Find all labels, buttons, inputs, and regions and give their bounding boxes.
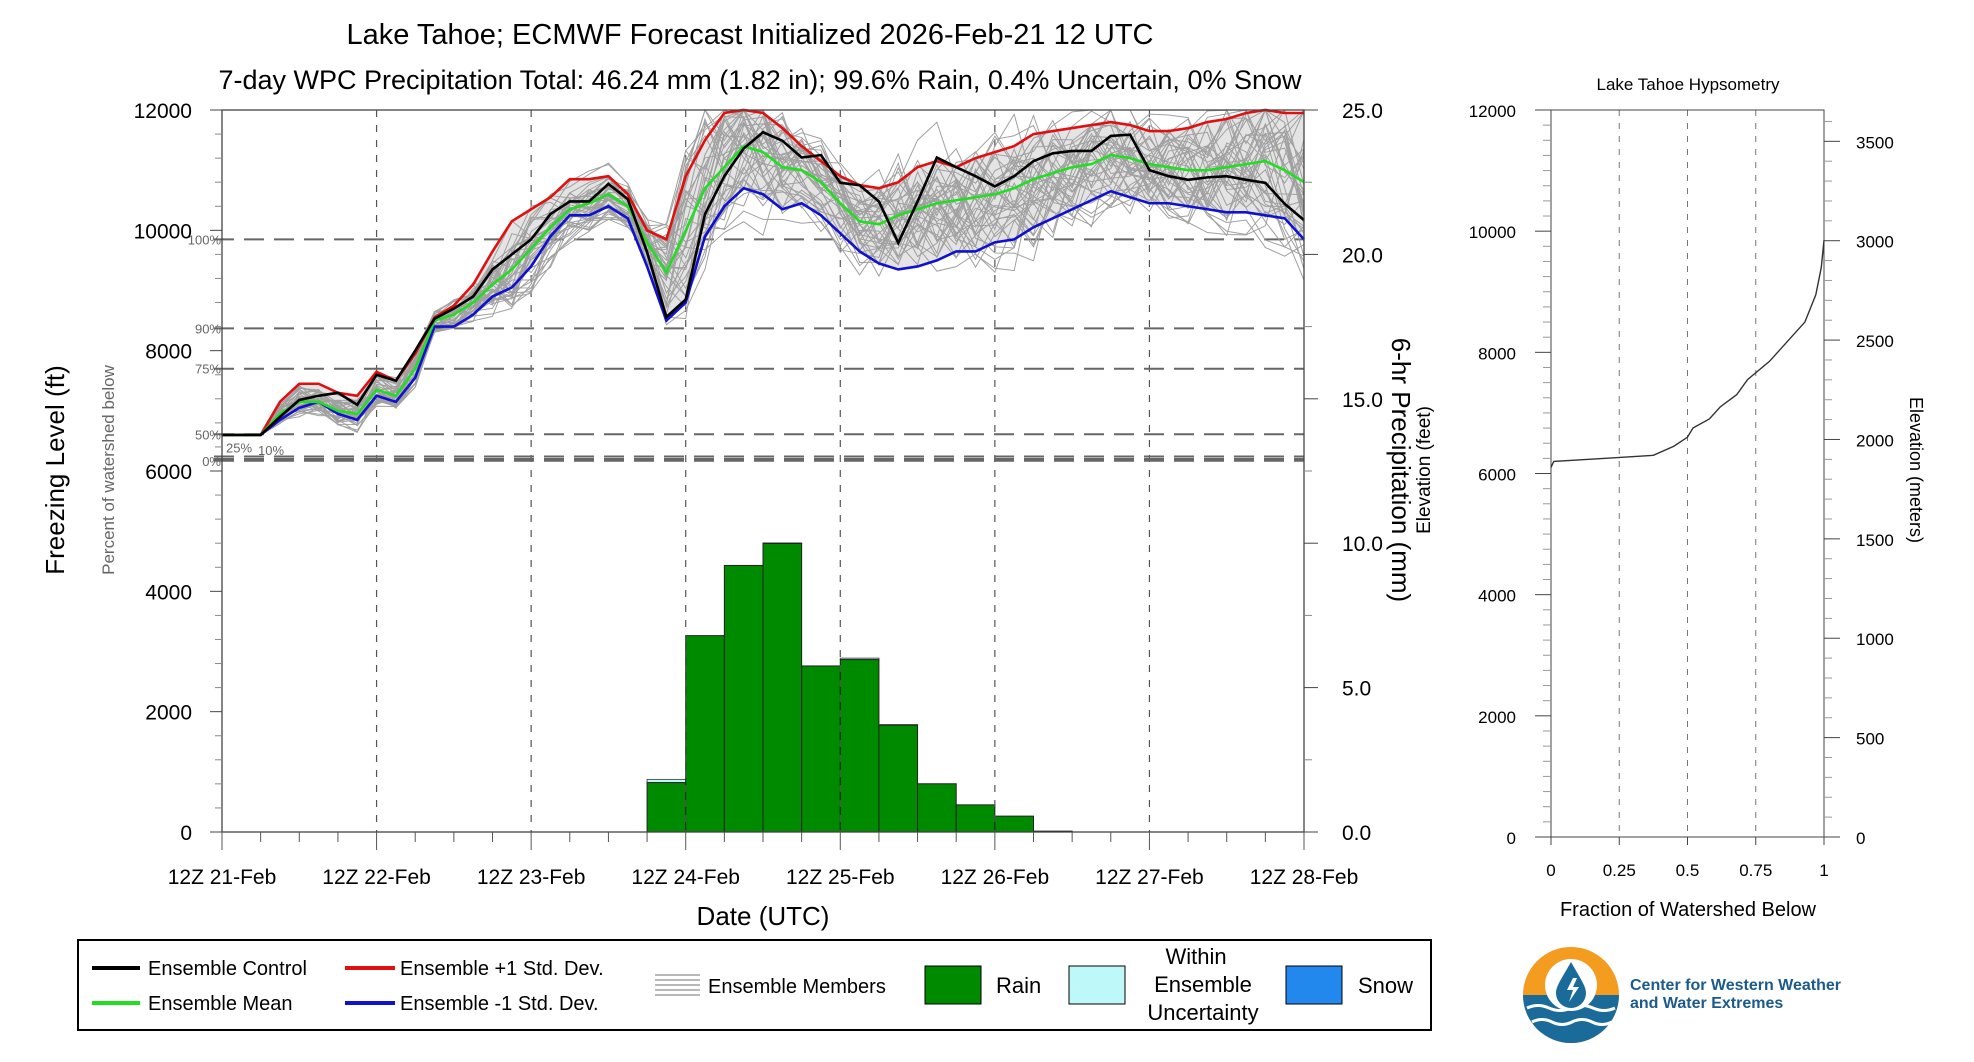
hypsometry-x-tick-label: 1: [1819, 861, 1828, 880]
hypsometry-x-label: Fraction of Watershed Below: [1560, 899, 1817, 921]
rain-bar: [917, 783, 957, 833]
percentile-label: 100%: [188, 232, 222, 247]
legend-members-label: Ensemble Members: [708, 976, 886, 998]
legend-members-swatch: [655, 974, 700, 996]
legend-mean-label: Ensemble Mean: [148, 993, 293, 1015]
y-tick-label-left: 0: [180, 822, 192, 845]
hypsometry-y-tick-label: 10000: [1469, 223, 1516, 242]
chart-subtitle: 7-day WPC Precipitation Total: 46.24 mm …: [218, 65, 1302, 95]
legend-rain-swatch: [924, 965, 982, 1005]
y-tick-label-left: 2000: [145, 702, 192, 725]
hypsometry-y-tick-label: 4000: [1478, 587, 1516, 606]
y-tick-label-right: 10.0: [1342, 533, 1383, 556]
legend-rain-label: Rain: [996, 973, 1041, 998]
y-tick-label-right: 15.0: [1342, 389, 1383, 412]
hypsometry-y-label-right: Elevation (meters): [1906, 397, 1926, 543]
hypsometry-x-tick-label: 0.75: [1739, 861, 1772, 880]
percentile-label: 0%: [202, 454, 221, 469]
ensemble-member-line: [222, 109, 1305, 436]
rain-bar: [994, 815, 1034, 833]
hypsometry-y-tick-label-right: 1500: [1856, 531, 1894, 550]
legend-minus-label: Ensemble -1 Std. Dev.: [400, 993, 599, 1015]
ensemble-spread-band: [222, 110, 1304, 435]
rain-bar: [762, 542, 803, 833]
legend-snow-label: Snow: [1358, 973, 1413, 998]
rain-bar: [839, 659, 880, 833]
hypsometry-y-tick-label: 12000: [1469, 102, 1516, 121]
rain-bar: [646, 782, 687, 833]
series-line-ensemble-control: [222, 130, 1305, 437]
hypsometry-chart: Lake Tahoe Hypsometry Fraction of Waters…: [1469, 75, 1926, 921]
hypsometry-x-tick-label: 0: [1546, 861, 1555, 880]
legend-uncertain-label-3: Uncertainty: [1147, 1000, 1258, 1025]
hypsometry-curve: [1550, 240, 1825, 468]
hypsometry-y-tick-label: 0: [1507, 829, 1516, 848]
hypsometry-y-tick-label-right: 500: [1856, 730, 1884, 749]
y-tick-label-right: 20.0: [1342, 244, 1383, 267]
percentile-label: 50%: [195, 427, 221, 442]
x-tick-label: 12Z 26-Feb: [941, 866, 1050, 889]
hypsometry-y-tick-label-right: 3000: [1856, 233, 1894, 252]
legend: Ensemble Control Ensemble Mean Ensemble …: [77, 939, 1432, 1031]
y-tick-label-left: 10000: [134, 220, 192, 243]
legend-uncertain-label-2: Ensemble: [1154, 972, 1252, 997]
logo-text-line1: Center for Western Weather: [1630, 977, 1841, 994]
x-tick-label: 12Z 27-Feb: [1095, 866, 1204, 889]
y-axis-label-elevation: Elevation (feet): [1414, 406, 1435, 534]
y-axis-label-right: 6-hr Precipitation (mm): [1386, 338, 1416, 602]
y-tick-label-right: 0.0: [1342, 822, 1371, 845]
rain-bar: [878, 724, 919, 833]
freezing-level-chart: 100% 90% 75% 50% 25% 10% 0% 0 2000 4000 6000 8000 10…: [134, 100, 1383, 889]
chart-title: Lake Tahoe; ECMWF Forecast Initialized 2…: [347, 19, 1154, 51]
hypsometry-y-tick-label: 2000: [1478, 708, 1516, 727]
y-tick-label-left: 4000: [145, 581, 192, 604]
rain-bar: [685, 635, 725, 833]
x-tick-label: 12Z 22-Feb: [322, 866, 431, 889]
cw3e-logo: Center for Western Weather and Water Ext…: [1523, 947, 1841, 1043]
y-axis-label-left: Freezing Level (ft): [40, 365, 70, 575]
legend-uncertain-label-1: Within: [1165, 944, 1226, 969]
x-tick-label: 12Z 25-Feb: [786, 866, 895, 889]
y-tick-label-left: 12000: [134, 100, 192, 123]
y-tick-label-right: 5.0: [1342, 678, 1371, 701]
rain-bar: [801, 665, 841, 833]
percentile-label: 25%: [226, 441, 252, 456]
x-tick-label: 12Z 28-Feb: [1250, 866, 1359, 889]
y-tick-label-left: 6000: [145, 461, 192, 484]
hypsometry-x-tick-label: 0.25: [1603, 861, 1636, 880]
rain-bar: [723, 564, 764, 833]
rain-bar: [955, 804, 996, 833]
ensemble-member-line: [222, 128, 1305, 436]
hypsometry-y-tick-label-right: 3500: [1856, 133, 1894, 152]
hypsometry-y-tick-label: 6000: [1478, 466, 1516, 485]
y-axis-label-percent: Percent of watershed below: [99, 364, 118, 575]
hypsometry-y-tick-label-right: 2500: [1856, 332, 1894, 351]
hypsometry-y-tick-label-right: 0: [1856, 829, 1865, 848]
percentile-label: 90%: [195, 321, 221, 336]
hypsometry-y-tick-label-right: 2000: [1856, 431, 1894, 450]
x-axis-label: Date (UTC): [697, 901, 830, 931]
legend-uncertain-swatch: [1068, 965, 1126, 1005]
legend-snow-swatch: [1285, 965, 1343, 1005]
x-tick-label: 12Z 23-Feb: [477, 866, 586, 889]
legend-control-label: Ensemble Control: [148, 958, 307, 980]
percentile-label: 75%: [195, 362, 221, 377]
y-tick-label-right: 25.0: [1342, 100, 1383, 123]
hypsometry-y-tick-label-right: 1000: [1856, 630, 1894, 649]
series-line-ensemble-mean: [222, 144, 1305, 437]
hypsometry-x-tick-label: 0.5: [1676, 861, 1700, 880]
percentile-label: 10%: [258, 443, 284, 458]
series-line-ensemble-1-std-dev-: [222, 186, 1305, 437]
logo-text-line2: and Water Extremes: [1630, 995, 1783, 1012]
legend-box: [77, 939, 1432, 1031]
x-tick-label: 12Z 24-Feb: [631, 866, 740, 889]
hypsometry-title: Lake Tahoe Hypsometry: [1596, 75, 1780, 94]
y-tick-label-left: 8000: [145, 341, 192, 364]
hypsometry-y-tick-label: 8000: [1478, 344, 1516, 363]
ensemble-member-line: [222, 139, 1305, 436]
legend-plus-label: Ensemble +1 Std. Dev.: [400, 958, 604, 980]
x-tick-label: 12Z 21-Feb: [168, 866, 277, 889]
